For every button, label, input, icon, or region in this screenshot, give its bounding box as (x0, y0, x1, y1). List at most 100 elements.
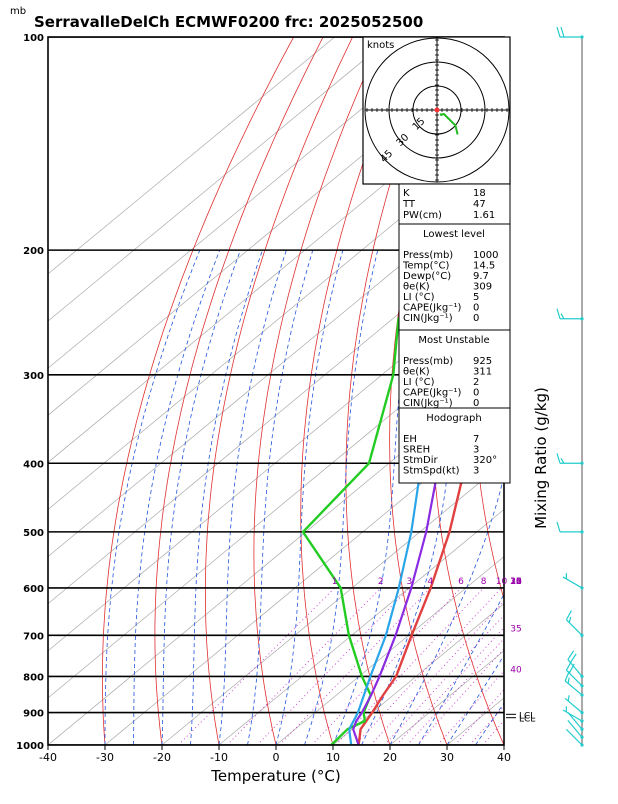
diagram-background-lines (0, 37, 618, 745)
pressure-unit-label: mb (10, 6, 26, 17)
index-value: 311 (473, 367, 492, 378)
index-label: Press(mb) (403, 356, 453, 367)
index-label: K (403, 188, 410, 199)
dry-adiabat-line (155, 37, 323, 745)
index-value: 0 (473, 303, 479, 314)
pressure-tick-label: 400 (23, 459, 44, 470)
index-label: LI (°C) (403, 292, 435, 303)
mixing-ratio-label: 10 (496, 577, 508, 587)
x-axis-label: Temperature (°C) (210, 767, 340, 785)
x-tick-label: -10 (210, 751, 228, 764)
mixing-ratio-axis-label: Mixing Ratio (g/kg) (532, 387, 550, 529)
pressure-tick-label: 700 (23, 631, 44, 642)
mixing-ratio-label: 40 (510, 665, 522, 675)
index-label: CAPE(Jkg⁻¹) (403, 388, 461, 399)
lowest-level-header: Lowest level (423, 229, 485, 240)
index-label: Dewp(°C) (403, 271, 451, 282)
wind-barb-base (580, 684, 583, 687)
mixing-ratio-label: 35 (510, 624, 521, 634)
x-tick-label: 0 (273, 751, 280, 764)
wind-barb-base (580, 634, 583, 637)
dry-adiabat-line (551, 37, 618, 745)
mixing-ratio-label: 3 (407, 577, 413, 587)
wind-barb-base (580, 728, 583, 731)
hodograph-box-header: Hodograph (426, 413, 481, 424)
wind-barb-base (580, 675, 583, 678)
x-tick-label: 20 (383, 751, 397, 764)
index-label: CAPE(Jkg⁻¹) (403, 303, 461, 314)
wind-barb-base (580, 711, 583, 714)
index-value: 18 (473, 188, 486, 199)
wind-barb-feather (569, 617, 570, 623)
lcl-label: LCL (519, 715, 535, 725)
wind-barb (565, 695, 583, 714)
index-value: 7 (473, 434, 479, 445)
wind-barb-feather (557, 453, 560, 463)
index-value: 9.7 (473, 271, 489, 282)
wind-barb-feather (561, 27, 564, 37)
pressure-tick-label: 200 (23, 246, 44, 257)
chart-title: SerravalleDelCh ECMWF0200 frc: 202505250… (34, 13, 423, 31)
index-value: 320° (473, 455, 497, 466)
mixing-ratio-label: 30 (510, 577, 522, 587)
x-tick-label: -40 (39, 751, 57, 764)
isotherm-line (0, 37, 335, 745)
dry-adiabat-line (513, 37, 618, 745)
hodograph-units-label: knots (367, 40, 394, 51)
wind-barb-staff (563, 710, 582, 721)
storm-motion-marker (435, 108, 440, 113)
wind-barb-staff (566, 620, 582, 636)
index-label: CIN(Jkg⁻¹) (403, 398, 453, 409)
wind-barb-base (580, 317, 583, 320)
index-label: EH (403, 434, 417, 445)
wind-barb-base (580, 736, 583, 739)
wind-barb-base (580, 586, 583, 589)
mixing-ratio-label: 2 (378, 577, 384, 587)
wind-barb-feather (557, 522, 560, 532)
mixing-ratio-label: 6 (458, 577, 464, 587)
dry-adiabat-line (588, 37, 618, 745)
dry-adiabat-line (102, 37, 293, 745)
wind-barb-staff (565, 698, 582, 712)
index-value: 3 (473, 466, 479, 477)
index-value: 3 (473, 445, 479, 456)
index-value: 0 (473, 313, 479, 324)
isotherm-line (504, 37, 618, 745)
mixing-ratio-line (438, 588, 580, 745)
index-label: LI (°C) (403, 377, 435, 388)
index-label: CIN(Jkg⁻¹) (403, 313, 453, 324)
pressure-tick-label: 500 (23, 528, 44, 539)
wind-barb-base (580, 719, 583, 722)
wind-barb-feather (557, 309, 560, 319)
x-tick-label: -30 (96, 751, 114, 764)
wind-barb (557, 453, 584, 465)
wind-barb-feather (568, 678, 569, 684)
wind-barb (563, 706, 584, 722)
x-tick-label: 40 (497, 751, 511, 764)
wind-barb-staff (566, 729, 582, 745)
mixing-ratio-line (280, 588, 431, 745)
wind-barb (566, 611, 583, 637)
wind-barb-base (580, 35, 583, 38)
wind-barb-column (557, 27, 584, 747)
index-value: 47 (473, 199, 486, 210)
pressure-tick-label: 800 (23, 672, 44, 683)
index-label: Temp(°C) (402, 261, 450, 272)
wind-barb (557, 27, 584, 39)
index-label: θe(K) (403, 282, 430, 293)
mixing-ratio-label: 4 (428, 577, 434, 587)
wind-barb-base (580, 462, 583, 465)
moist-adiabat-line (219, 250, 286, 745)
wind-barb-base (580, 530, 583, 533)
wind-barb (557, 522, 584, 534)
wind-barb-feather (557, 27, 560, 37)
index-value: 1.61 (473, 210, 495, 221)
wind-barb (563, 573, 584, 589)
pressure-tick-label: 100 (23, 33, 44, 44)
wind-barb-feather (561, 314, 564, 319)
x-tick-label: -20 (153, 751, 171, 764)
isotherm-line (0, 37, 392, 745)
index-value: 925 (473, 356, 492, 367)
mixing-ratio-label: 1 (332, 577, 338, 587)
